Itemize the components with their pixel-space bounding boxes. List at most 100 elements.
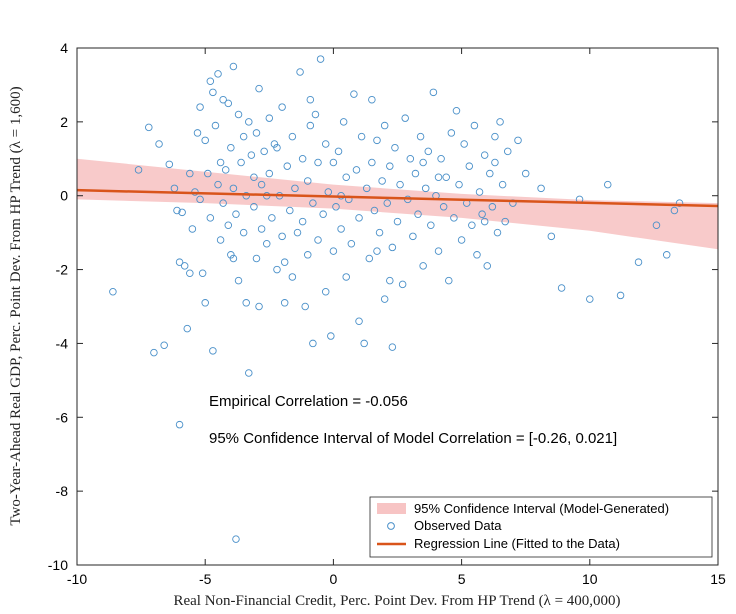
legend-box [369,496,713,558]
data-point [309,339,317,348]
data-point [337,225,345,233]
data-point [134,166,143,174]
data-point [396,180,404,189]
data-point [237,158,245,167]
data-point [424,147,433,156]
data-point [214,180,222,189]
data-point [355,214,363,222]
data-point [498,180,507,189]
data-point [380,295,389,303]
data-point [321,140,330,148]
data-point [455,180,463,189]
data-point [229,184,238,193]
data-point [537,184,545,193]
data-point [273,143,281,152]
data-point [306,95,315,104]
x-tick-label: -5 [199,571,212,587]
data-point [434,247,443,255]
data-point [242,191,250,200]
data-point [383,199,391,207]
data-point [373,136,381,145]
data-point [188,225,197,233]
data-point [206,214,215,222]
y-tick-label: -2 [56,262,69,278]
data-point [209,88,217,97]
data-point [211,121,220,130]
data-point [173,206,181,215]
data-point [209,347,217,355]
data-point [278,232,286,241]
legend-swatch-confidence-band [377,503,406,514]
data-point [465,162,474,170]
data-point [278,103,286,111]
data-point [662,251,671,259]
data-point [301,302,309,311]
regression-line [76,188,719,208]
data-point [270,140,279,148]
data-point [368,158,376,167]
x-tick-label: 5 [458,571,466,587]
data-point [521,169,530,178]
data-point [214,70,222,78]
data-point [393,217,402,226]
data-point [250,203,258,211]
data-point [452,107,461,115]
data-point [398,280,407,289]
data-point [616,291,625,300]
data-point [478,210,486,218]
data-point [304,251,312,259]
annotation-empirical-correlation: Empirical Correlation = -0.056 [209,393,408,410]
data-point [186,169,194,178]
data-point [296,68,304,76]
data-point [329,158,338,167]
data-point [250,173,258,181]
data-point [357,132,366,141]
data-point [483,262,491,270]
data-point [268,214,276,222]
y-tick-label: -8 [56,483,69,499]
data-point [216,158,225,167]
data-point [375,228,384,237]
data-point [378,177,386,185]
data-point [260,147,268,156]
data-point [273,265,281,274]
data-point [245,118,253,126]
data-point [547,232,556,241]
data-point [298,217,307,226]
data-point [488,203,497,211]
data-point [224,99,233,108]
data-point [480,217,489,226]
data-point [480,151,489,159]
y-tick-label: -6 [56,409,69,425]
data-point [388,243,397,252]
data-point [557,284,566,292]
data-point [291,184,299,193]
data-point [178,208,186,217]
data-point [165,160,174,169]
data-point [298,155,307,163]
data-point [234,276,243,285]
data-point [427,221,435,230]
data-point [373,247,381,255]
data-point [175,420,184,429]
data-point [265,169,274,178]
data-point [109,287,117,296]
data-point [493,228,502,237]
data-point [206,77,215,85]
data-point [155,140,163,148]
legend-label-confidence-band: 95% Confidence Interval (Model-Generated… [414,501,669,516]
data-point [265,114,274,122]
confidence-band [77,158,718,250]
data-point [409,232,417,241]
legend: 95% Confidence Interval (Model-Generated… [369,496,713,558]
data-point [204,169,212,178]
data-point [201,136,209,145]
data-point [145,123,153,132]
data-point [491,158,499,167]
data-point [634,258,643,266]
data-point [352,166,361,174]
data-point [311,110,320,119]
data-point [339,118,348,126]
x-tick-label: 0 [330,571,338,587]
data-point [470,121,479,130]
